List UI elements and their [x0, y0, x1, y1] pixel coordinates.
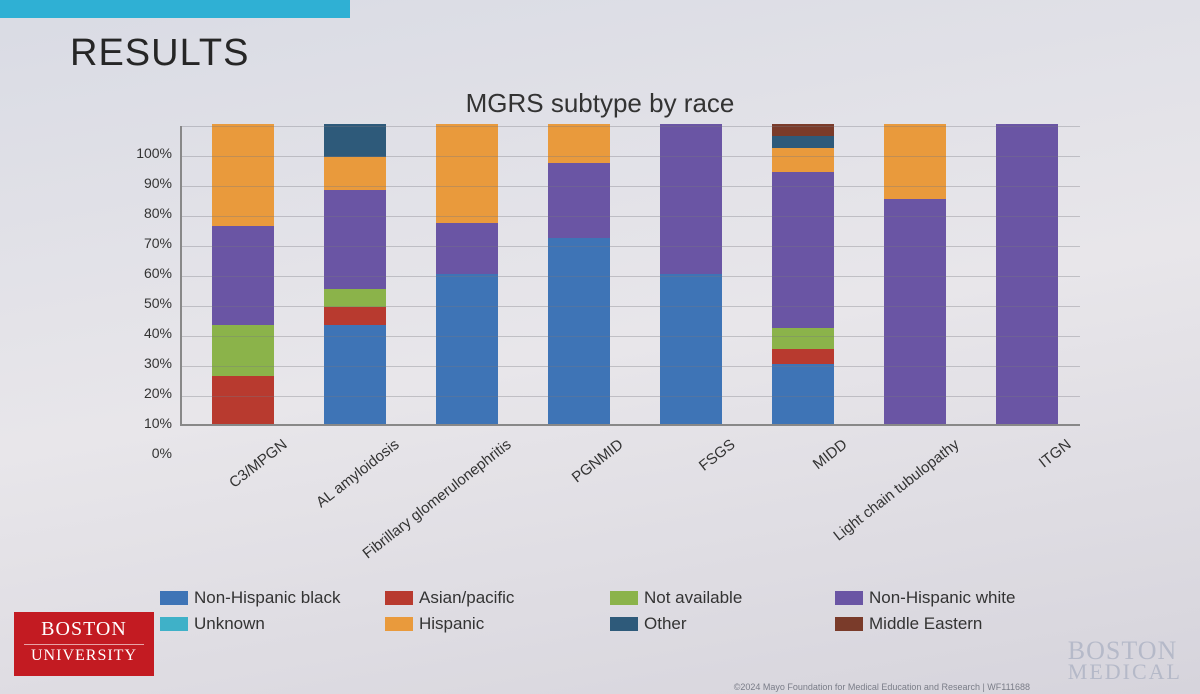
legend-item-unknown: Unknown [160, 614, 385, 634]
gridline [182, 246, 1080, 247]
y-tick-label: 40% [122, 325, 172, 341]
bar-segment-asian_pacific [212, 376, 274, 424]
gridline [182, 276, 1080, 277]
x-tick-label: Light chain tubulopathy [779, 436, 963, 585]
y-tick-label: 20% [122, 385, 172, 401]
legend-label: Hispanic [419, 614, 484, 634]
boston-university-logo: BOSTON UNIVERSITY [14, 612, 154, 676]
chart-legend: Non-Hispanic black Asian/pacific Not avail… [160, 588, 1060, 634]
legend-item-non_hispanic_white: Non-Hispanic white [835, 588, 1060, 608]
legend-label: Middle Eastern [869, 614, 982, 634]
x-tick-label: ITGN [891, 436, 1075, 585]
bar-column [548, 124, 610, 424]
bar-segment-non_hispanic_white [996, 124, 1058, 424]
legend-label: Unknown [194, 614, 265, 634]
gridline [182, 366, 1080, 367]
bar-segment-hispanic [436, 124, 498, 223]
bar-segment-hispanic [548, 124, 610, 163]
legend-item-asian_pacific: Asian/pacific [385, 588, 610, 608]
gridline [182, 156, 1080, 157]
legend-label: Non-Hispanic black [194, 588, 340, 608]
y-tick-label: 70% [122, 235, 172, 251]
y-tick-label: 10% [122, 415, 172, 431]
bar-segment-asian_pacific [324, 307, 386, 325]
gridline [182, 396, 1080, 397]
chart-bars [182, 126, 1080, 424]
bar-column [660, 124, 722, 424]
legend-swatch [835, 617, 863, 631]
legend-label: Not available [644, 588, 742, 608]
legend-swatch [835, 591, 863, 605]
bar-column [212, 124, 274, 424]
bar-column [436, 124, 498, 424]
chart-title: MGRS subtype by race [0, 88, 1200, 119]
x-tick-label: AL amyloidosis [219, 436, 403, 585]
bar-segment-other [772, 136, 834, 148]
bar-segment-non_hispanic_white [548, 163, 610, 238]
bar-column [996, 124, 1058, 424]
bar-segment-non_hispanic_white [884, 199, 946, 424]
bar-segment-asian_pacific [772, 349, 834, 364]
legend-swatch [385, 617, 413, 631]
boston-medical-logo: BOSTON MEDICAL [1068, 639, 1182, 682]
chart: 0%10%20%30%40%50%60%70%80%90%100%C3/MPGN… [120, 126, 1080, 446]
y-tick-label: 60% [122, 265, 172, 281]
accent-bar [0, 0, 350, 18]
y-tick-label: 50% [122, 295, 172, 311]
legend-label: Other [644, 614, 687, 634]
legend-item-middle_eastern: Middle Eastern [835, 614, 1060, 634]
bar-column [884, 124, 946, 424]
bar-column [772, 124, 834, 424]
bar-segment-non_hispanic_white [436, 223, 498, 274]
legend-swatch [610, 617, 638, 631]
y-tick-label: 100% [122, 145, 172, 161]
bar-segment-other [324, 124, 386, 157]
x-tick-label: PGNMID [443, 436, 627, 585]
bar-segment-not_available [772, 328, 834, 349]
gridline [182, 216, 1080, 217]
bar-segment-not_available [212, 325, 274, 376]
legend-item-other: Other [610, 614, 835, 634]
bm-logo-line2: MEDICAL [1068, 662, 1182, 682]
footnote: ©2024 Mayo Foundation for Medical Educat… [734, 682, 1030, 692]
y-tick-label: 30% [122, 355, 172, 371]
bar-segment-non_hispanic_white [660, 124, 722, 274]
legend-swatch [160, 591, 188, 605]
bar-segment-not_available [324, 289, 386, 307]
legend-swatch [610, 591, 638, 605]
legend-label: Non-Hispanic white [869, 588, 1015, 608]
gridline [182, 336, 1080, 337]
bar-segment-hispanic [212, 124, 274, 226]
chart-plot-area [180, 126, 1080, 426]
legend-item-not_available: Not available [610, 588, 835, 608]
bar-segment-non_hispanic_black [772, 364, 834, 424]
legend-swatch [160, 617, 188, 631]
gridline [182, 186, 1080, 187]
bar-segment-non_hispanic_black [324, 325, 386, 424]
bar-segment-non_hispanic_black [436, 274, 498, 424]
y-tick-label: 80% [122, 205, 172, 221]
gridline [182, 126, 1080, 127]
legend-label: Asian/pacific [419, 588, 514, 608]
y-tick-label: 90% [122, 175, 172, 191]
x-tick-label: MIDD [667, 436, 851, 585]
bar-column [324, 124, 386, 424]
bu-logo-line1: BOSTON [14, 618, 154, 640]
gridline [182, 306, 1080, 307]
bar-segment-non_hispanic_white [324, 190, 386, 289]
bu-logo-line2: UNIVERSITY [24, 644, 144, 665]
bar-segment-hispanic [772, 148, 834, 172]
bar-segment-non_hispanic_black [660, 274, 722, 424]
legend-item-hispanic: Hispanic [385, 614, 610, 634]
legend-swatch [385, 591, 413, 605]
y-tick-label: 0% [122, 445, 172, 461]
bar-segment-non_hispanic_white [772, 172, 834, 328]
bar-segment-hispanic [884, 124, 946, 199]
page-title: RESULTS [70, 32, 249, 75]
x-tick-label: Fibrillary glomerulonephritis [331, 436, 515, 585]
x-tick-label: FSGS [555, 436, 739, 585]
legend-item-non_hispanic_black: Non-Hispanic black [160, 588, 385, 608]
